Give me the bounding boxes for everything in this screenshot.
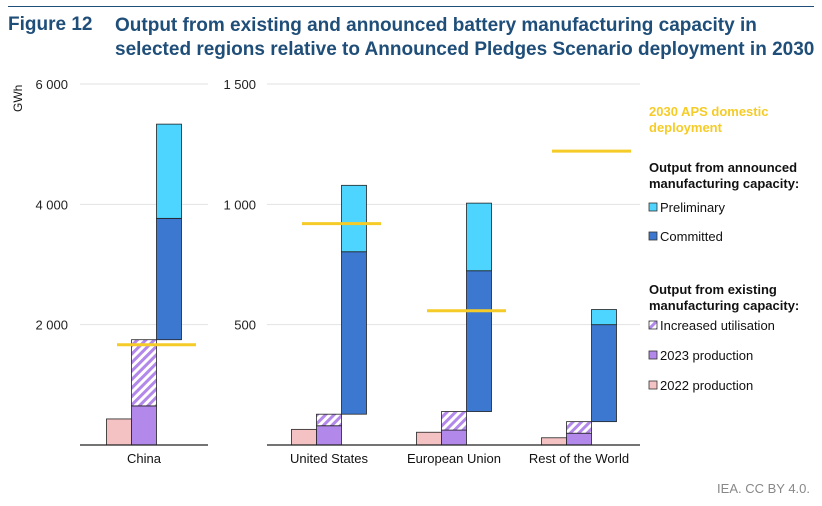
bar-increased-utilisation (441, 411, 467, 431)
legend-2023-production-label: 2023 production (660, 348, 753, 363)
credit: IEA. CC BY 4.0. (717, 481, 810, 496)
y-tick-label: 6 000 (35, 77, 68, 92)
y-tick-label: 2 000 (35, 318, 68, 333)
legend-announced-heading-line2: manufacturing capacity: (649, 176, 799, 191)
y-tick-label: 1 000 (223, 197, 256, 212)
legend-preliminary-label: Preliminary (660, 200, 726, 215)
bar-increased-utilisation (316, 413, 342, 427)
bar-preliminary (466, 202, 492, 272)
y-tick-label: 4 000 (35, 197, 68, 212)
x-category-label: European Union (407, 451, 501, 466)
legend-2022-production-swatch (648, 380, 658, 390)
bar-committed (341, 251, 367, 415)
figure-title: Output from existing and announced batte… (115, 15, 815, 60)
legend-committed-swatch (648, 231, 658, 241)
legend-2022-production-label: 2022 production (660, 378, 753, 393)
bar-preliminary (591, 309, 617, 326)
bar-committed (591, 324, 617, 423)
x-category-label: Rest of the World (529, 451, 629, 466)
legend-existing-heading-line2: manufacturing capacity: (649, 298, 799, 313)
figure-number: Figure 12 (8, 14, 93, 35)
legend-announced-heading-line1: Output from announced (649, 160, 797, 175)
bar-increased-utilisation (131, 339, 157, 407)
bar-2023-production (316, 425, 342, 446)
bar-2022-production (291, 428, 317, 446)
legend-increased-utilisation-swatch (648, 320, 658, 330)
bar-2023-production (566, 432, 592, 446)
bar-2022-production (541, 437, 567, 446)
x-category-label: United States (290, 451, 369, 466)
bar-committed (156, 217, 182, 341)
x-category-label: China (127, 451, 162, 466)
legend-committed-label: Committed (660, 229, 723, 244)
y-tick-label: 500 (234, 318, 256, 333)
legend-existing-heading-line1: Output from existing (649, 282, 777, 297)
bar-2022-production (416, 431, 442, 446)
y-tick-label: 1 500 (223, 77, 256, 92)
bar-2023-production (131, 405, 157, 446)
legend-aps-label-line1: 2030 APS domestic (649, 104, 768, 119)
y-axis-label: GWh (11, 85, 25, 112)
bar-2023-production (441, 429, 467, 446)
bar-preliminary (156, 123, 182, 219)
title-rule (8, 6, 814, 7)
legend-increased-utilisation-label: Increased utilisation (660, 318, 775, 333)
legend-aps-label-line2: deployment (649, 120, 723, 135)
bar-2022-production (106, 418, 132, 446)
legend-2023-production-swatch (648, 350, 658, 360)
bar-preliminary (341, 184, 367, 253)
legend-preliminary-swatch (648, 202, 658, 212)
bar-committed (466, 270, 492, 412)
bar-increased-utilisation (566, 421, 592, 434)
